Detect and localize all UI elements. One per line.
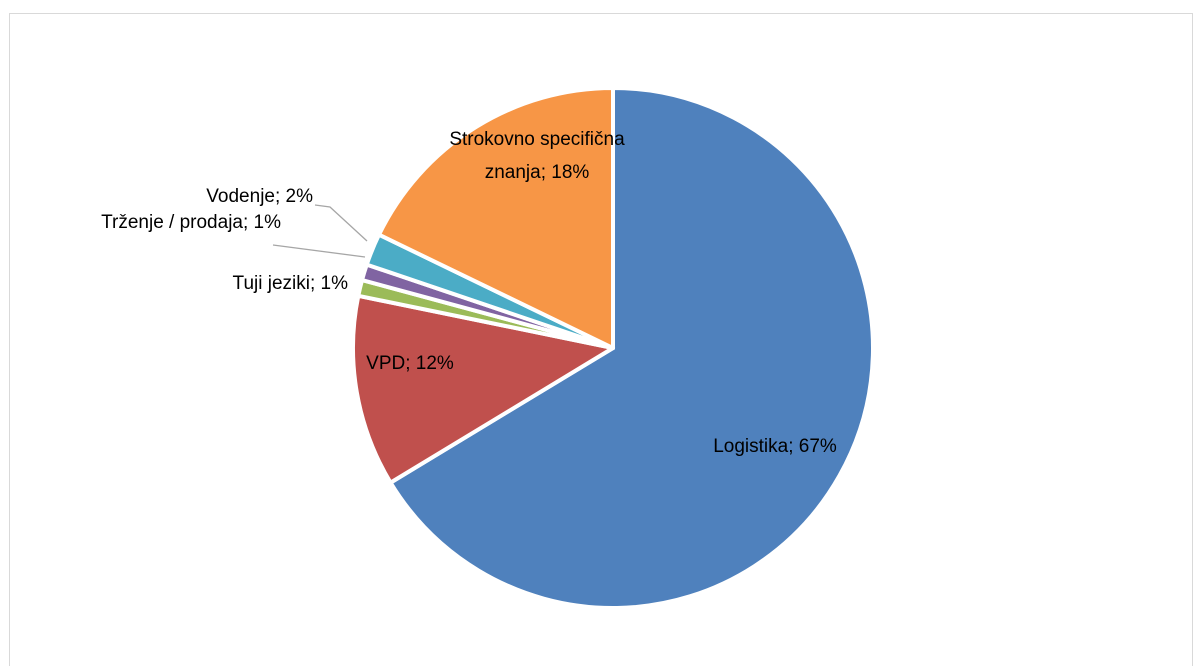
pie-slice [388, 86, 875, 610]
data-label: znanja; 18% [485, 162, 590, 183]
data-label: Trženje / prodaja; 1% [101, 212, 281, 233]
pie-slice [376, 86, 615, 350]
data-label: Vodenje; 2% [206, 186, 313, 207]
data-label: Logistika; 67% [713, 436, 837, 457]
pie-slice [351, 293, 615, 485]
data-label: Tuji jeziki; 1% [233, 273, 349, 294]
leader-line [272, 244, 366, 258]
data-label: VPD; 12% [366, 353, 454, 374]
pie [351, 86, 875, 610]
data-label: Strokovno specifična [449, 129, 625, 150]
leader-line [314, 204, 368, 242]
